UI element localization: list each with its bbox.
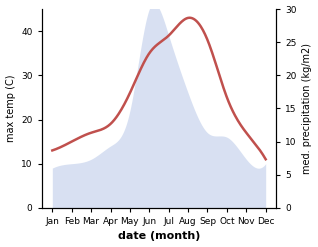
Y-axis label: med. precipitation (kg/m2): med. precipitation (kg/m2) bbox=[302, 43, 313, 174]
Y-axis label: max temp (C): max temp (C) bbox=[5, 75, 16, 142]
X-axis label: date (month): date (month) bbox=[118, 231, 200, 242]
